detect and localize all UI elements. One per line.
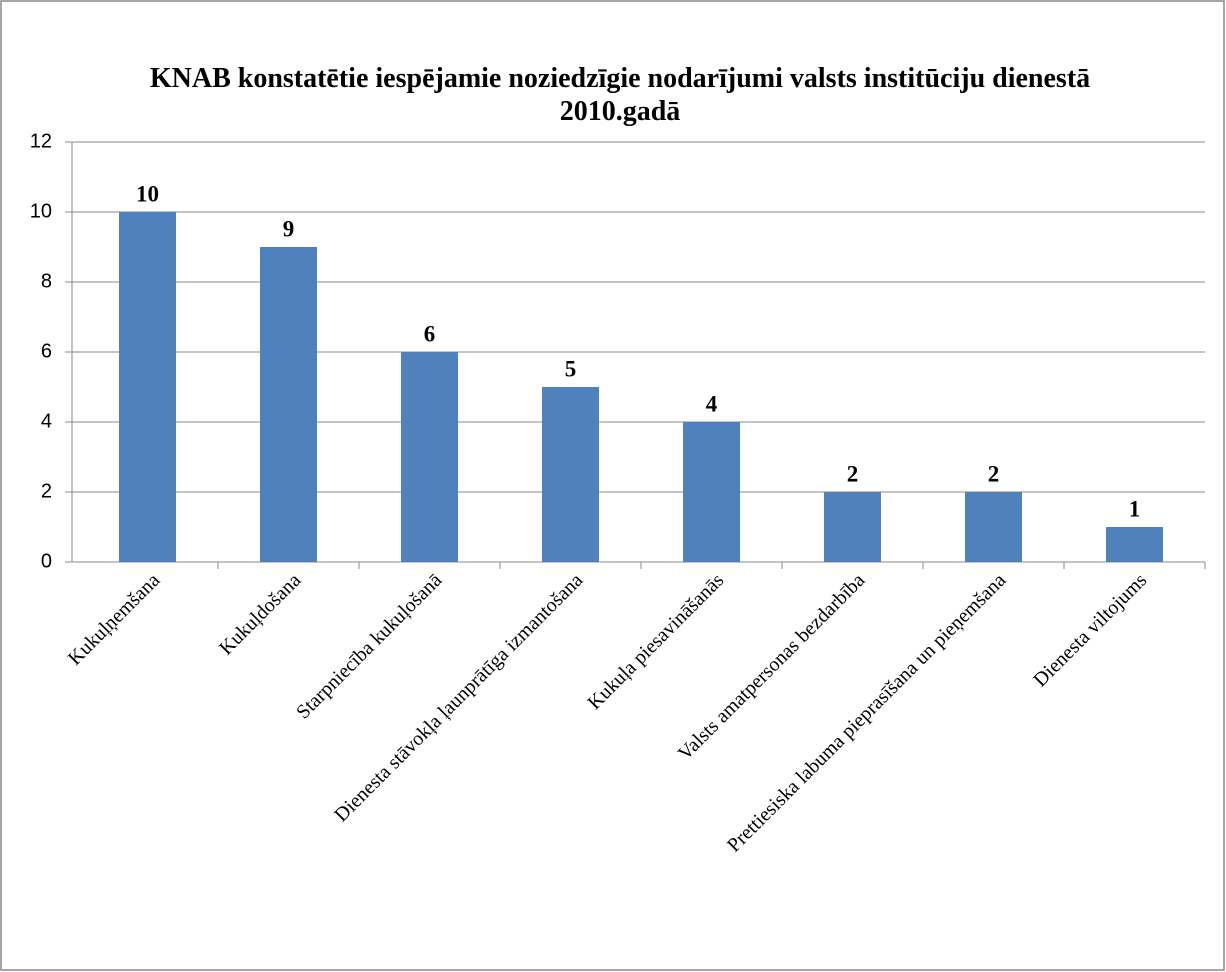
- data-label: 6: [424, 321, 436, 346]
- chart-title: KNAB konstatētie iespējamie noziedzīgie …: [149, 63, 1091, 127]
- x-tick-label: Kukuļa piesavināšanās: [584, 569, 729, 714]
- data-label: 4: [706, 391, 718, 416]
- data-label: 2: [988, 461, 1000, 486]
- y-tick-label: 8: [41, 270, 52, 292]
- x-tick-label: Kukuļņemšana: [64, 569, 164, 669]
- bar: [401, 352, 458, 562]
- x-tick-label: Dienesta stāvokļa ļaunprātīga izmantošan…: [330, 569, 587, 826]
- data-label: 1: [1129, 496, 1141, 521]
- data-label: 5: [565, 356, 577, 381]
- bar: [1106, 527, 1163, 562]
- bar: [260, 247, 317, 562]
- x-tick-label: Starpniecība kukuļošanā: [292, 569, 446, 723]
- x-tick-label: Kukuļdošana: [215, 569, 305, 659]
- x-tick-label: Prettiesiska labuma pieprasīšana un pieņ…: [723, 569, 1010, 856]
- bar: [824, 492, 881, 562]
- y-tick-label: 6: [41, 340, 52, 362]
- y-tick-label: 12: [30, 130, 52, 152]
- data-label: 9: [283, 216, 295, 241]
- y-tick-label: 0: [41, 550, 52, 572]
- bar: [119, 212, 176, 562]
- x-tick-label: Dienesta viltojums: [1029, 569, 1151, 691]
- y-tick-label: 4: [41, 410, 52, 432]
- bar: [542, 387, 599, 562]
- y-tick-label: 2: [41, 480, 52, 502]
- data-label: 2: [847, 461, 859, 486]
- y-tick-label: 10: [30, 200, 52, 222]
- bar: [965, 492, 1022, 562]
- data-label: 10: [136, 181, 159, 206]
- bar: [683, 422, 740, 562]
